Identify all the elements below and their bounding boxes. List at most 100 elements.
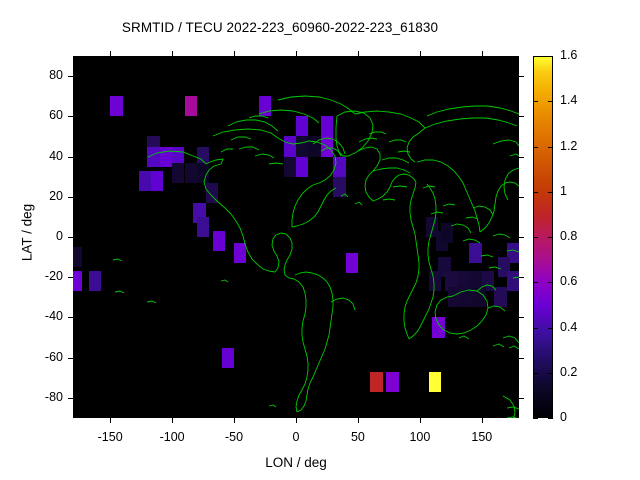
heatmap-cell bbox=[370, 371, 383, 392]
heatmap-cell bbox=[184, 96, 197, 117]
y-tick-label: -80 bbox=[44, 389, 63, 404]
heatmap-cell bbox=[296, 156, 309, 177]
x-tick-label: 0 bbox=[292, 430, 300, 444]
colorbar-tick-mark bbox=[533, 101, 538, 103]
colorbar-tick-label: 0 bbox=[560, 410, 567, 424]
y-tick-label: 0 bbox=[56, 229, 63, 243]
x-tick-mark bbox=[234, 418, 236, 423]
heatmap-cells-layer bbox=[73, 56, 519, 418]
x-tick-mark bbox=[419, 418, 421, 423]
heatmap-cell bbox=[296, 116, 309, 137]
heatmap-cell bbox=[172, 162, 185, 183]
colorbar-tick-mark bbox=[548, 56, 553, 57]
x-tick-mark bbox=[481, 418, 483, 423]
x-tick-mark bbox=[296, 51, 297, 56]
colorbar-tick-mark bbox=[548, 146, 553, 148]
heatmap-cell bbox=[506, 271, 519, 292]
colorbar-tick-label: 0.8 bbox=[560, 229, 578, 243]
heatmap-cell bbox=[428, 271, 441, 292]
colorbar-tick-label: 0.4 bbox=[560, 319, 578, 334]
x-tick-mark bbox=[419, 51, 421, 56]
heatmap-cell bbox=[428, 371, 441, 392]
colorbar-tick-mark bbox=[548, 418, 553, 419]
heatmap-cell bbox=[205, 182, 218, 203]
x-tick-label: -100 bbox=[159, 430, 185, 444]
colorbar-tick-label: 0.6 bbox=[560, 274, 578, 289]
heatmap-cell bbox=[151, 170, 164, 191]
x-tick-mark bbox=[481, 51, 483, 56]
colorbar-tick-label: 0.2 bbox=[560, 364, 578, 379]
colorbar-tick-mark bbox=[533, 418, 538, 419]
heatmap-cell bbox=[457, 271, 470, 292]
colorbar-tick-mark bbox=[533, 372, 538, 374]
x-tick-mark bbox=[357, 51, 359, 56]
coastline-overlay bbox=[73, 56, 519, 418]
y-tick-label: 40 bbox=[49, 148, 63, 163]
colorbar-tick-mark bbox=[533, 56, 538, 57]
x-tick-mark bbox=[357, 418, 359, 423]
colorbar-tick-mark bbox=[548, 372, 553, 374]
y-tick-label: 60 bbox=[49, 108, 63, 123]
heatmap-cell bbox=[73, 247, 82, 268]
heatmap-cell bbox=[432, 317, 445, 338]
y-tick-mark bbox=[68, 317, 73, 319]
y-tick-mark bbox=[519, 277, 524, 279]
y-tick-mark bbox=[68, 116, 73, 118]
y-tick-mark bbox=[68, 237, 73, 238]
heatmap-cell bbox=[386, 371, 399, 392]
x-tick-label: -150 bbox=[97, 430, 123, 444]
colorbar-tick-mark bbox=[533, 146, 538, 148]
heatmap-cell bbox=[283, 156, 296, 177]
heatmap-cell bbox=[184, 162, 197, 183]
colorbar-tick-mark bbox=[533, 237, 538, 238]
colorbar-tick-label: 1.2 bbox=[560, 138, 578, 153]
colorbar-tick-mark bbox=[548, 237, 553, 238]
colorbar-tick-mark bbox=[548, 282, 553, 284]
heatmap-cell bbox=[196, 216, 210, 237]
heatmap-cell bbox=[426, 216, 439, 237]
heatmap-cell bbox=[473, 287, 486, 308]
x-tick-mark bbox=[296, 418, 297, 423]
heatmap-cell bbox=[469, 271, 482, 292]
x-tick-mark bbox=[234, 51, 236, 56]
heatmap-cell bbox=[196, 162, 210, 183]
y-tick-mark bbox=[519, 76, 524, 78]
heatmap-cell bbox=[212, 230, 226, 252]
colorbar-tick-mark bbox=[548, 101, 553, 103]
heatmap-cell bbox=[73, 271, 82, 292]
y-tick-mark bbox=[68, 156, 73, 158]
y-tick-label: -60 bbox=[44, 349, 63, 364]
y-tick-mark bbox=[519, 317, 524, 319]
y-tick-mark bbox=[68, 277, 73, 279]
heatmap-cell bbox=[138, 170, 152, 191]
colorbar-tick-mark bbox=[533, 191, 538, 193]
x-tick-mark bbox=[110, 418, 112, 423]
heatmap-cell bbox=[221, 347, 235, 368]
y-tick-label: -20 bbox=[44, 269, 63, 284]
y-tick-mark bbox=[519, 357, 524, 359]
heatmap-cell bbox=[345, 253, 358, 274]
chart-title: SRMTID / TECU 2022-223_60960-2022-223_61… bbox=[121, 20, 439, 35]
heatmap-cell bbox=[494, 287, 507, 308]
heatmap-cell bbox=[469, 243, 482, 264]
y-tick-mark bbox=[519, 156, 524, 158]
y-tick-mark bbox=[68, 357, 73, 359]
colorbar-tick-mark bbox=[533, 327, 538, 329]
x-tick-mark bbox=[110, 51, 112, 56]
heatmap-cell bbox=[196, 146, 210, 167]
heatmap-cell bbox=[110, 96, 123, 117]
y-tick-mark bbox=[68, 397, 73, 399]
heatmap-cell bbox=[444, 271, 458, 292]
colorbar-tick-label: 1.4 bbox=[560, 93, 578, 108]
heatmap-cell bbox=[320, 116, 334, 137]
heatmap-cell bbox=[460, 287, 474, 308]
heatmap-cell bbox=[448, 287, 461, 308]
y-tick-mark bbox=[68, 76, 73, 78]
x-axis-title: LON / deg bbox=[265, 455, 327, 470]
map-plot-area[interactable] bbox=[73, 56, 519, 418]
colorbar-tick-mark bbox=[548, 191, 553, 193]
heatmap-cell bbox=[234, 243, 247, 264]
colorbar-tick-label: 1 bbox=[560, 183, 567, 198]
x-tick-mark bbox=[172, 418, 174, 423]
